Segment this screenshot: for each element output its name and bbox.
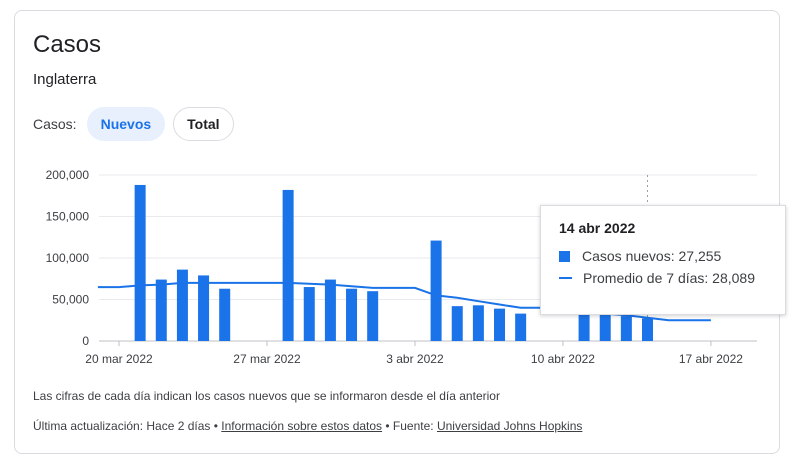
region-subtitle: Inglaterra — [33, 71, 97, 88]
chart-bar — [451, 306, 463, 341]
chart-bar — [599, 314, 611, 341]
card-title: Casos — [33, 31, 102, 58]
filter-label: Casos: — [33, 116, 77, 132]
chart-bar — [515, 313, 527, 341]
covid-cases-card: Casos Inglaterra Casos: Nuevos Total 200… — [14, 10, 786, 454]
chart-bar — [367, 291, 379, 341]
chart-bar — [324, 279, 336, 341]
chart-bar — [198, 275, 210, 341]
y-tick-label: 100,000 — [46, 251, 90, 265]
x-tick-label: 20 mar 2022 — [85, 352, 153, 366]
x-tick-label: 27 mar 2022 — [233, 352, 301, 366]
bar-legend-swatch — [559, 250, 570, 262]
chart-bar — [494, 308, 506, 341]
chart-bar — [134, 184, 146, 341]
chart-tooltip: 14 abr 2022 Casos nuevos: 27,255 Promedi… — [540, 205, 786, 315]
tooltip-date: 14 abr 2022 — [559, 220, 636, 236]
chart-bar — [219, 288, 231, 341]
tooltip-bar-row: Casos nuevos: 27,255 — [559, 248, 767, 264]
cases-chart[interactable]: 200,000 150,000 100,000 50,000 0 20 mar 2022 2… — [15, 11, 781, 381]
chart-bar — [430, 240, 442, 341]
last-updated: Última actualización: Hace 2 días — [33, 419, 211, 433]
tooltip-line-text: Promedio de 7 días: 28,089 — [583, 270, 756, 286]
y-tick-label: 200,000 — [46, 168, 90, 182]
footer-separator: • — [210, 419, 222, 433]
chart-bar — [282, 189, 294, 341]
tooltip-bar-text: Casos nuevos: 27,255 — [582, 248, 722, 264]
y-tick-label: 50,000 — [52, 293, 89, 307]
source-link[interactable]: Universidad Johns Hopkins — [436, 419, 583, 433]
chip-total[interactable]: Total — [173, 107, 234, 141]
x-tick-label: 10 abr 2022 — [531, 352, 595, 366]
data-info-link[interactable]: Información sobre estos datos — [221, 419, 383, 433]
x-tick-label: 17 abr 2022 — [679, 352, 743, 366]
y-tick-label: 0 — [82, 334, 89, 348]
line-legend-swatch — [559, 277, 572, 279]
data-note: Las cifras de cada día indican los casos… — [33, 389, 500, 403]
tooltip-line-row: Promedio de 7 días: 28,089 — [559, 270, 767, 286]
x-tick-label: 3 abr 2022 — [386, 352, 444, 366]
y-tick-label: 150,000 — [46, 210, 90, 224]
source-label: • Fuente: — [382, 419, 437, 433]
chart-bar — [642, 318, 653, 341]
chart-bar — [578, 303, 590, 341]
cases-filter: Casos: Nuevos Total — [33, 107, 234, 141]
footer: Última actualización: Hace 2 días • Info… — [33, 419, 582, 433]
chip-nuevos[interactable]: Nuevos — [86, 107, 166, 141]
chart-bar — [176, 269, 188, 341]
chart-bar — [620, 316, 632, 341]
chart-bar — [303, 287, 315, 341]
chart-bar — [346, 288, 358, 341]
chart-bar — [155, 279, 167, 341]
chart-bar — [472, 305, 484, 341]
